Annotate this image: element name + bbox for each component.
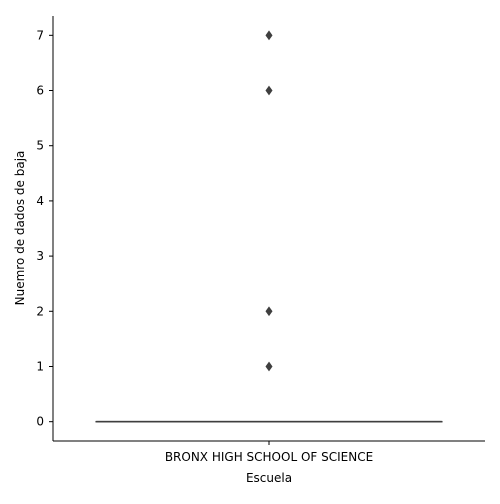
axes-layer	[53, 16, 485, 441]
y-ticks-layer: 0 1 2 3 4 5 6 7	[36, 28, 53, 428]
x-ticks-layer: BRONX HIGH SCHOOL OF SCIENCE	[165, 441, 373, 464]
y-tick-label: 5	[36, 139, 44, 153]
outlier-point	[266, 362, 272, 370]
y-axis-label: Nuemro de dados de baja	[13, 151, 27, 306]
outlier-layer	[266, 31, 272, 371]
y-tick-label: 4	[36, 194, 44, 208]
outlier-point	[266, 86, 272, 94]
y-tick-label: 3	[36, 249, 44, 263]
x-axis-label: Escuela	[246, 471, 292, 485]
outlier-point	[266, 31, 272, 39]
y-tick-label: 7	[36, 28, 44, 42]
y-tick-label: 0	[36, 415, 44, 429]
y-tick-label: 2	[36, 304, 44, 318]
y-tick-label: 6	[36, 84, 44, 98]
y-tick-label: 1	[36, 359, 44, 373]
x-tick-label: BRONX HIGH SCHOOL OF SCIENCE	[165, 450, 373, 464]
outlier-point	[266, 307, 272, 315]
